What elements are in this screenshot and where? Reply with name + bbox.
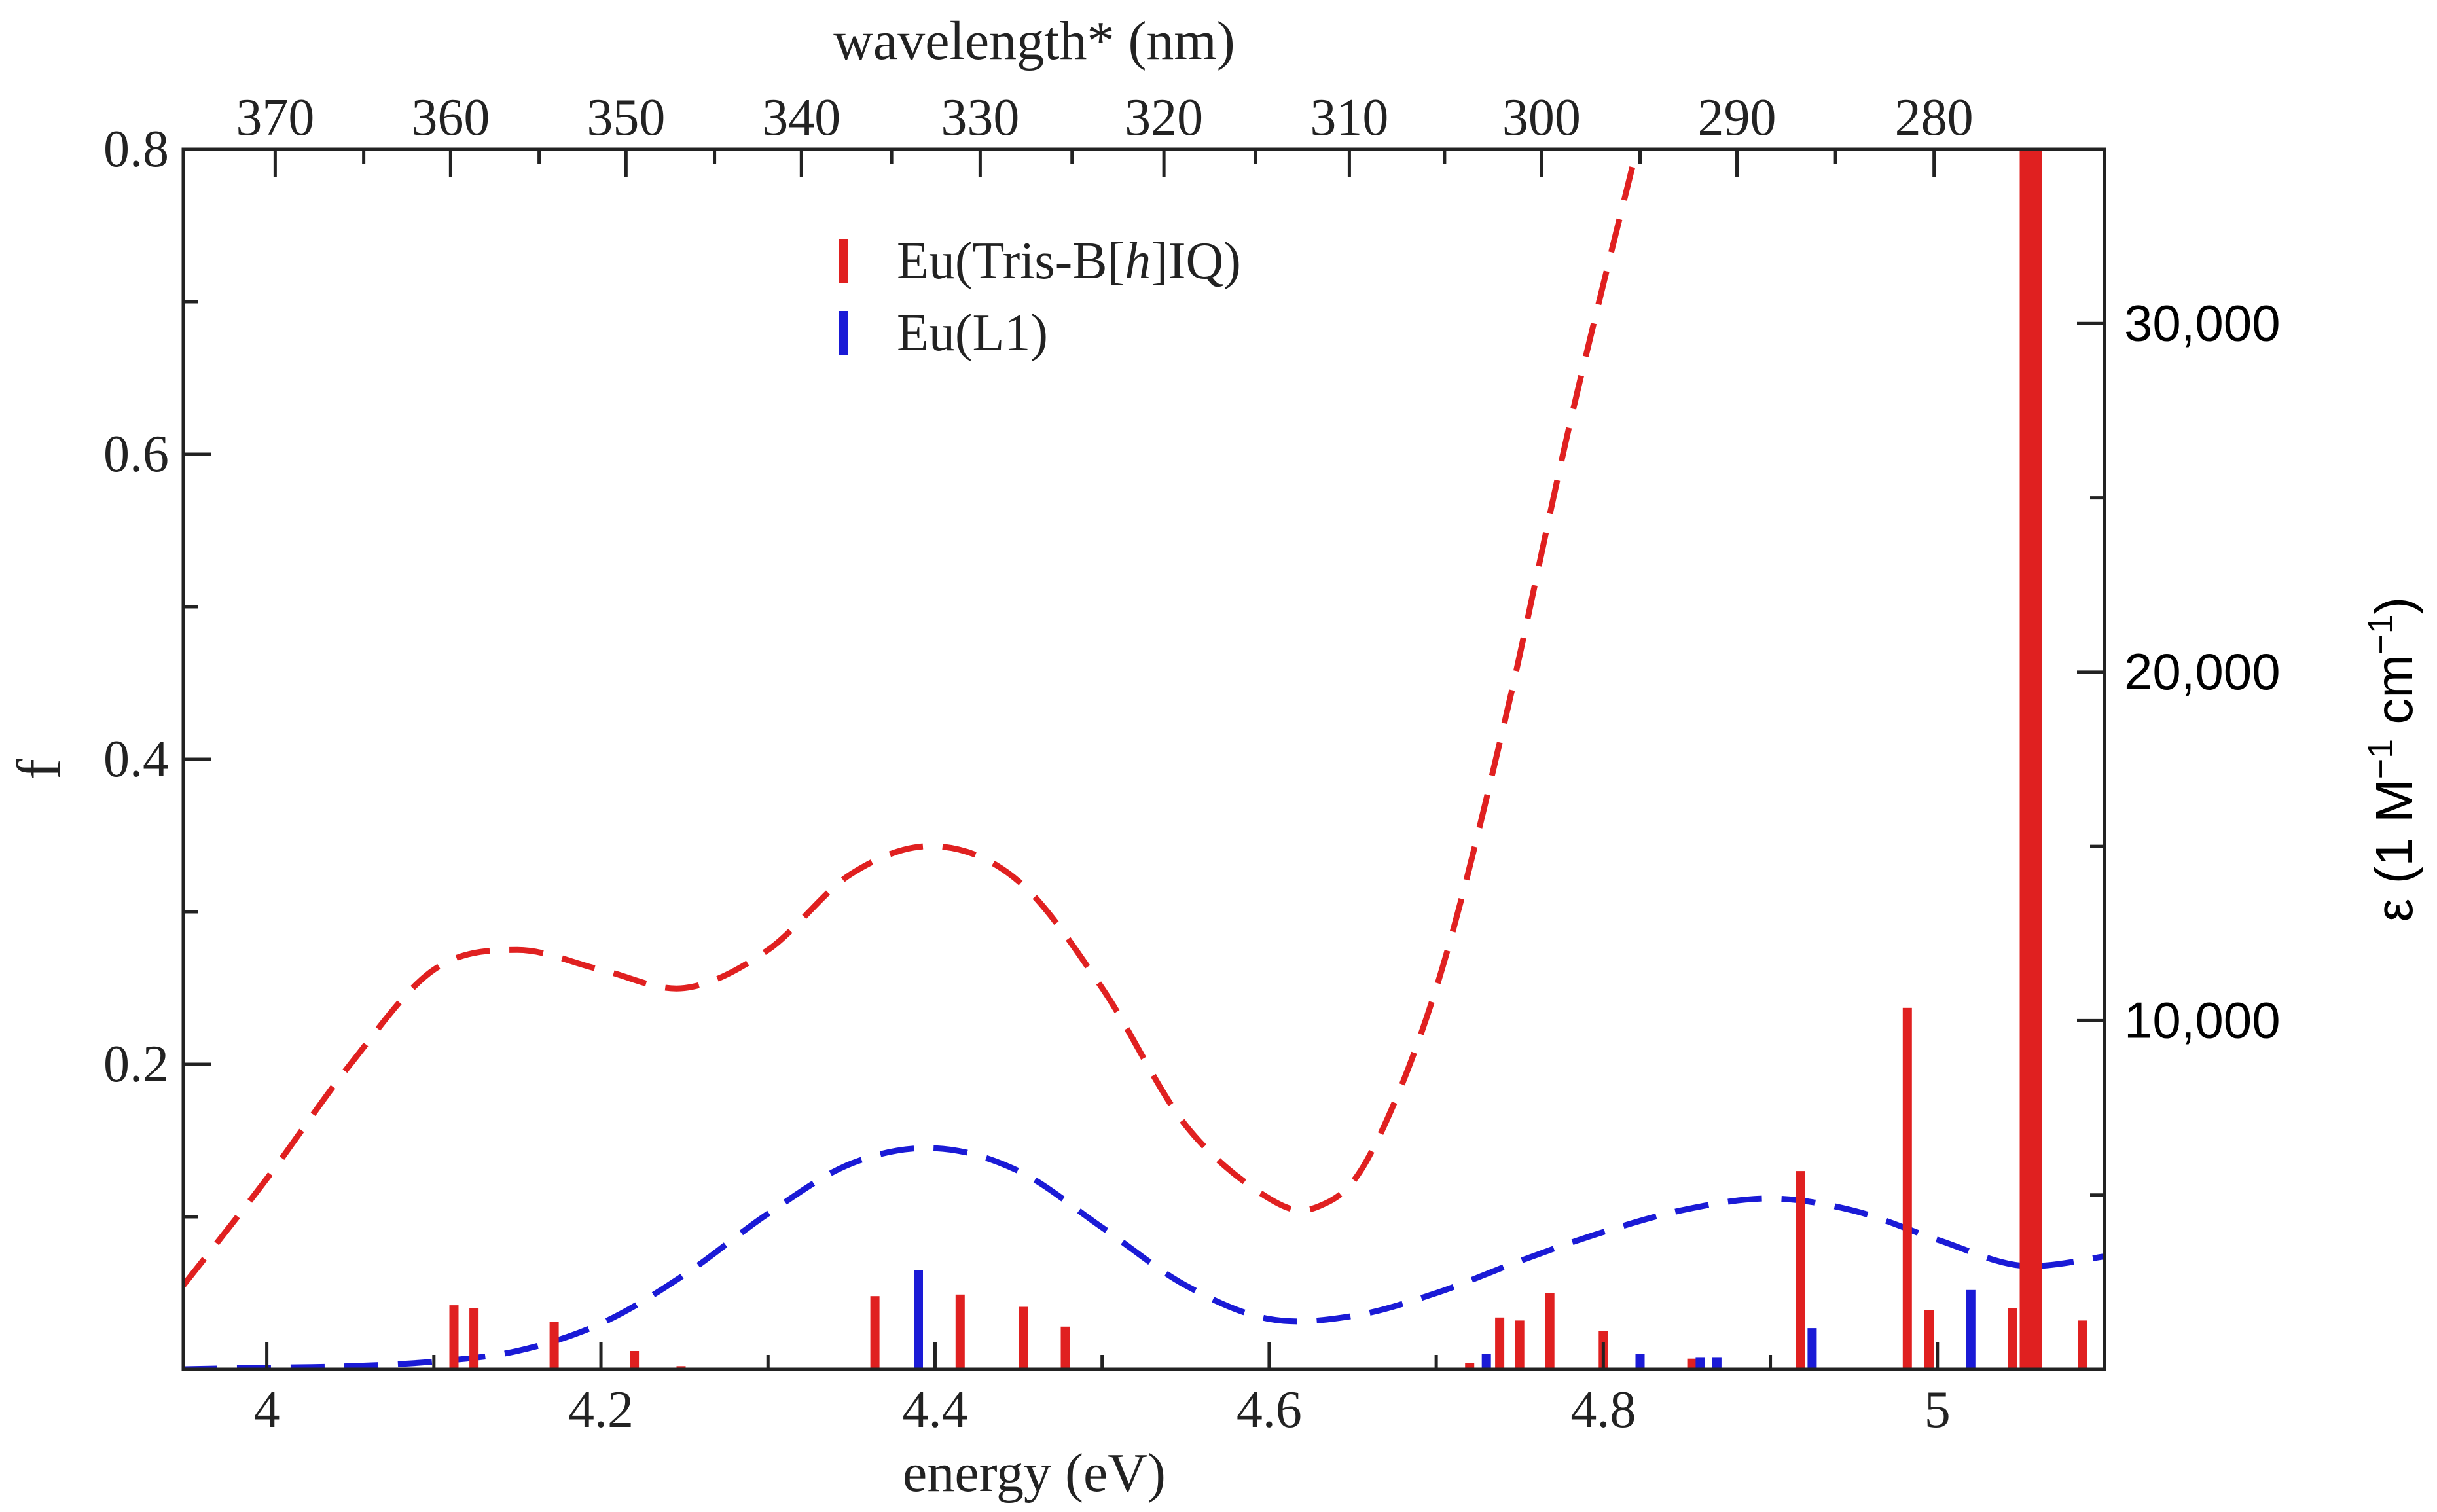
stick-blue-4 xyxy=(1712,1357,1722,1369)
y-tick-label-3: 0.8 xyxy=(103,120,169,178)
oscillator-strength-sticks xyxy=(449,149,2087,1369)
x-tick-label-1: 4.2 xyxy=(568,1381,634,1439)
x-axis-label: energy (eV) xyxy=(903,1443,1166,1503)
x2-tick-label-5: 320 xyxy=(1125,89,1203,147)
stick-red-21 xyxy=(2032,149,2042,1369)
series-curve-0 xyxy=(183,149,1640,1287)
y2-tick-label-1: 20,000 xyxy=(2124,643,2281,700)
y2-tick-label-2: 30,000 xyxy=(2124,294,2281,351)
x2-tick-label-1: 360 xyxy=(411,89,490,147)
stick-red-12 xyxy=(1545,1293,1555,1369)
x2-tick-label-6: 310 xyxy=(1310,89,1388,147)
x2-tick-label-4: 330 xyxy=(941,89,1019,147)
plot-frame xyxy=(181,147,2106,1371)
x-tick-label-0: 4 xyxy=(254,1381,280,1439)
x-tick-label-5: 5 xyxy=(1924,1381,1951,1439)
x-tick-label-4: 4.8 xyxy=(1570,1381,1636,1439)
stick-red-14 xyxy=(1687,1358,1697,1369)
x2-tick-label-2: 350 xyxy=(587,89,665,147)
stick-red-2 xyxy=(549,1322,559,1369)
y-tick-label-1: 0.4 xyxy=(103,730,169,788)
stick-red-3 xyxy=(630,1351,640,1369)
stick-red-9 xyxy=(1465,1363,1475,1369)
stick-red-17 xyxy=(1924,1310,1934,1369)
legend-label-0-part-1: h xyxy=(1125,232,1151,290)
series-curve-1 xyxy=(183,1145,2104,1369)
stick-blue-1 xyxy=(1481,1354,1491,1369)
stick-red-15 xyxy=(1796,1171,1805,1369)
legend-label-1-part-0: Eu(L1) xyxy=(897,304,1048,362)
y2-tick-label-0: 10,000 xyxy=(2124,991,2281,1049)
axis-ticks xyxy=(183,147,2106,1369)
legend-label-0-part-2: ]IQ) xyxy=(1151,232,1241,290)
stick-blue-3 xyxy=(1695,1357,1705,1369)
right-axis-label-sup2: −1 xyxy=(2361,614,2400,655)
top-axis-label: wavelength* (nm) xyxy=(833,10,1235,71)
y-tick-label-2: 0.6 xyxy=(103,425,169,483)
x-tick-label-2: 4.4 xyxy=(902,1381,967,1439)
right-axis-label-prefix: ε (1 M xyxy=(2365,779,2423,922)
stick-red-11 xyxy=(1515,1320,1525,1369)
x2-tick-label-0: 370 xyxy=(236,89,314,147)
stick-blue-0 xyxy=(914,1270,923,1369)
stick-red-1 xyxy=(469,1308,479,1369)
right-axis-label-mid: cm xyxy=(2365,655,2423,739)
x2-tick-label-9: 280 xyxy=(1895,89,1974,147)
legend-label-0-part-0: Eu(Tris-B[ xyxy=(897,232,1125,290)
stick-red-0 xyxy=(449,1305,459,1369)
right-axis-label-suffix: ) xyxy=(2365,597,2423,615)
stick-blue-6 xyxy=(1966,1289,1976,1369)
stick-red-16 xyxy=(1902,1007,1912,1369)
stick-red-7 xyxy=(1019,1306,1028,1369)
legend-swatch-1 xyxy=(839,311,848,355)
right-axis-label-sup1: −1 xyxy=(2361,739,2400,780)
stick-red-5 xyxy=(870,1296,880,1369)
x2-tick-label-7: 300 xyxy=(1502,89,1581,147)
legend: Eu(Tris-B[h]IQ) Eu(L1) xyxy=(839,232,1241,362)
stick-red-10 xyxy=(1495,1317,1505,1369)
spectrum-curves xyxy=(183,149,2104,1369)
x-tick-label-3: 4.6 xyxy=(1237,1381,1302,1439)
stick-red-22 xyxy=(2078,1320,2087,1369)
legend-label-0: Eu(Tris-B[h]IQ) xyxy=(897,232,1241,290)
stick-red-18 xyxy=(2008,1308,2017,1369)
tick-labels: 4 4.2 4.4 4.6 4.8 5 0.2 0.4 0.6 0.8 10,000 20,000 30… xyxy=(103,89,2281,1439)
stick-blue-5 xyxy=(1807,1328,1817,1369)
x2-tick-label-8: 290 xyxy=(1698,89,1777,147)
stick-red-8 xyxy=(1060,1326,1070,1369)
y-axis-label: f xyxy=(4,759,74,780)
x2-tick-label-3: 340 xyxy=(762,89,840,147)
legend-swatch-0 xyxy=(839,239,848,283)
right-axis-label: ε (1 M−1 cm−1) xyxy=(2361,597,2423,922)
legend-label-1: Eu(L1) xyxy=(897,304,1048,362)
y-tick-label-0: 0.2 xyxy=(103,1035,169,1093)
stick-blue-2 xyxy=(1635,1354,1645,1369)
stick-red-6 xyxy=(955,1294,965,1369)
